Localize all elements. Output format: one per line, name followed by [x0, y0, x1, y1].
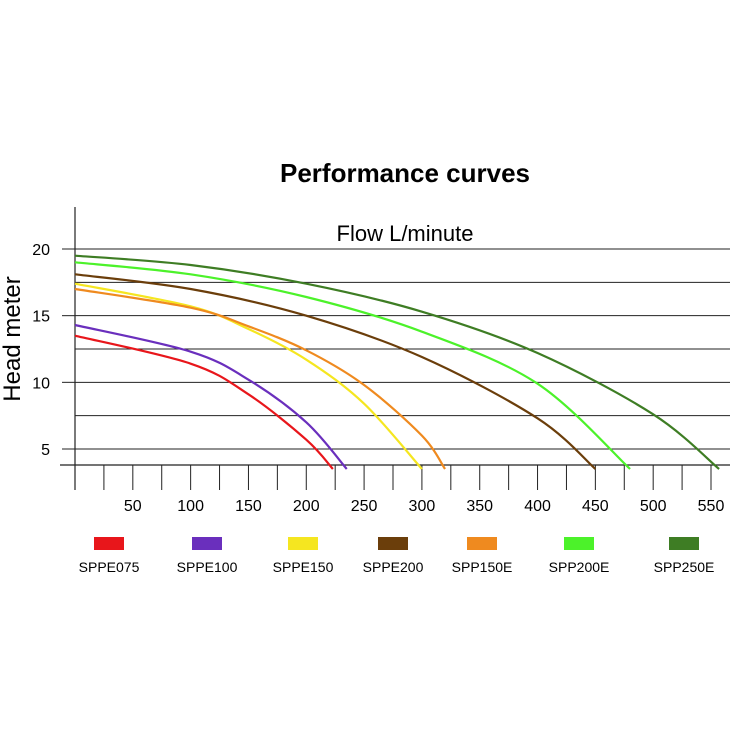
legend-item-sppe100: SPPE100 — [177, 537, 238, 575]
legend-label: SPPE100 — [177, 559, 238, 575]
x-tick-label: 500 — [640, 498, 667, 515]
series-line-spp150e — [74, 287, 446, 470]
legend-swatch — [288, 537, 318, 550]
legend-item-sppe200: SPPE200 — [363, 537, 424, 575]
x-axis-label: Flow L/minute — [337, 221, 474, 246]
chart-title: Performance curves — [280, 158, 530, 188]
x-tick-label: 50 — [124, 498, 142, 515]
legend-item-sppe150: SPPE150 — [273, 537, 334, 575]
x-tick-label: 100 — [177, 498, 204, 515]
legend-label: SPP200E — [549, 559, 610, 575]
legend-swatch — [467, 537, 497, 550]
legend-swatch — [564, 537, 594, 550]
legend-label: SPP250E — [654, 559, 715, 575]
axes — [60, 207, 730, 490]
x-tick-label: 250 — [351, 498, 378, 515]
x-tick-labels: 50 100 150 200 250 300 350 400 450 500 550 — [124, 498, 725, 515]
legend-item-spp150e: SPP150E — [452, 537, 513, 575]
legend-swatch — [94, 537, 124, 550]
x-tick-label: 200 — [293, 498, 320, 515]
legend-label: SPPE200 — [363, 559, 424, 575]
legend-item-sppe075: SPPE075 — [79, 537, 140, 575]
legend-item-spp200e: SPP200E — [549, 537, 610, 575]
series-lines — [74, 254, 720, 470]
series-line-sppe100 — [74, 323, 348, 470]
x-tick-label: 150 — [235, 498, 262, 515]
x-tick-label: 450 — [582, 498, 609, 515]
x-tick-label: 550 — [698, 498, 725, 515]
legend-swatch — [669, 537, 699, 550]
series-line-sppe075 — [74, 334, 334, 470]
y-tick-labels: 5 10 15 20 — [32, 242, 50, 459]
y-tick-label: 20 — [32, 242, 50, 259]
legend-item-spp250e: SPP250E — [654, 537, 715, 575]
series-line-spp250e — [74, 254, 720, 470]
legend-label: SPPE150 — [273, 559, 334, 575]
legend-swatch — [192, 537, 222, 550]
legend-label: SPP150E — [452, 559, 513, 575]
series-line-spp200e — [74, 261, 631, 470]
series-line-sppe200 — [74, 273, 597, 470]
x-tick-label: 350 — [466, 498, 493, 515]
x-tick-label: 300 — [409, 498, 436, 515]
legend: SPPE075 SPPE100 SPPE150 SPPE200 SPP150E SPP20… — [79, 537, 715, 575]
series-line-sppe150 — [74, 282, 423, 470]
y-tick-label: 15 — [32, 309, 50, 326]
legend-label: SPPE075 — [79, 559, 140, 575]
legend-swatch — [378, 537, 408, 550]
y-tick-label: 10 — [32, 375, 50, 392]
x-tick-label: 400 — [524, 498, 551, 515]
y-axis-label: Head meter — [0, 276, 26, 401]
y-tick-label: 5 — [41, 442, 50, 459]
